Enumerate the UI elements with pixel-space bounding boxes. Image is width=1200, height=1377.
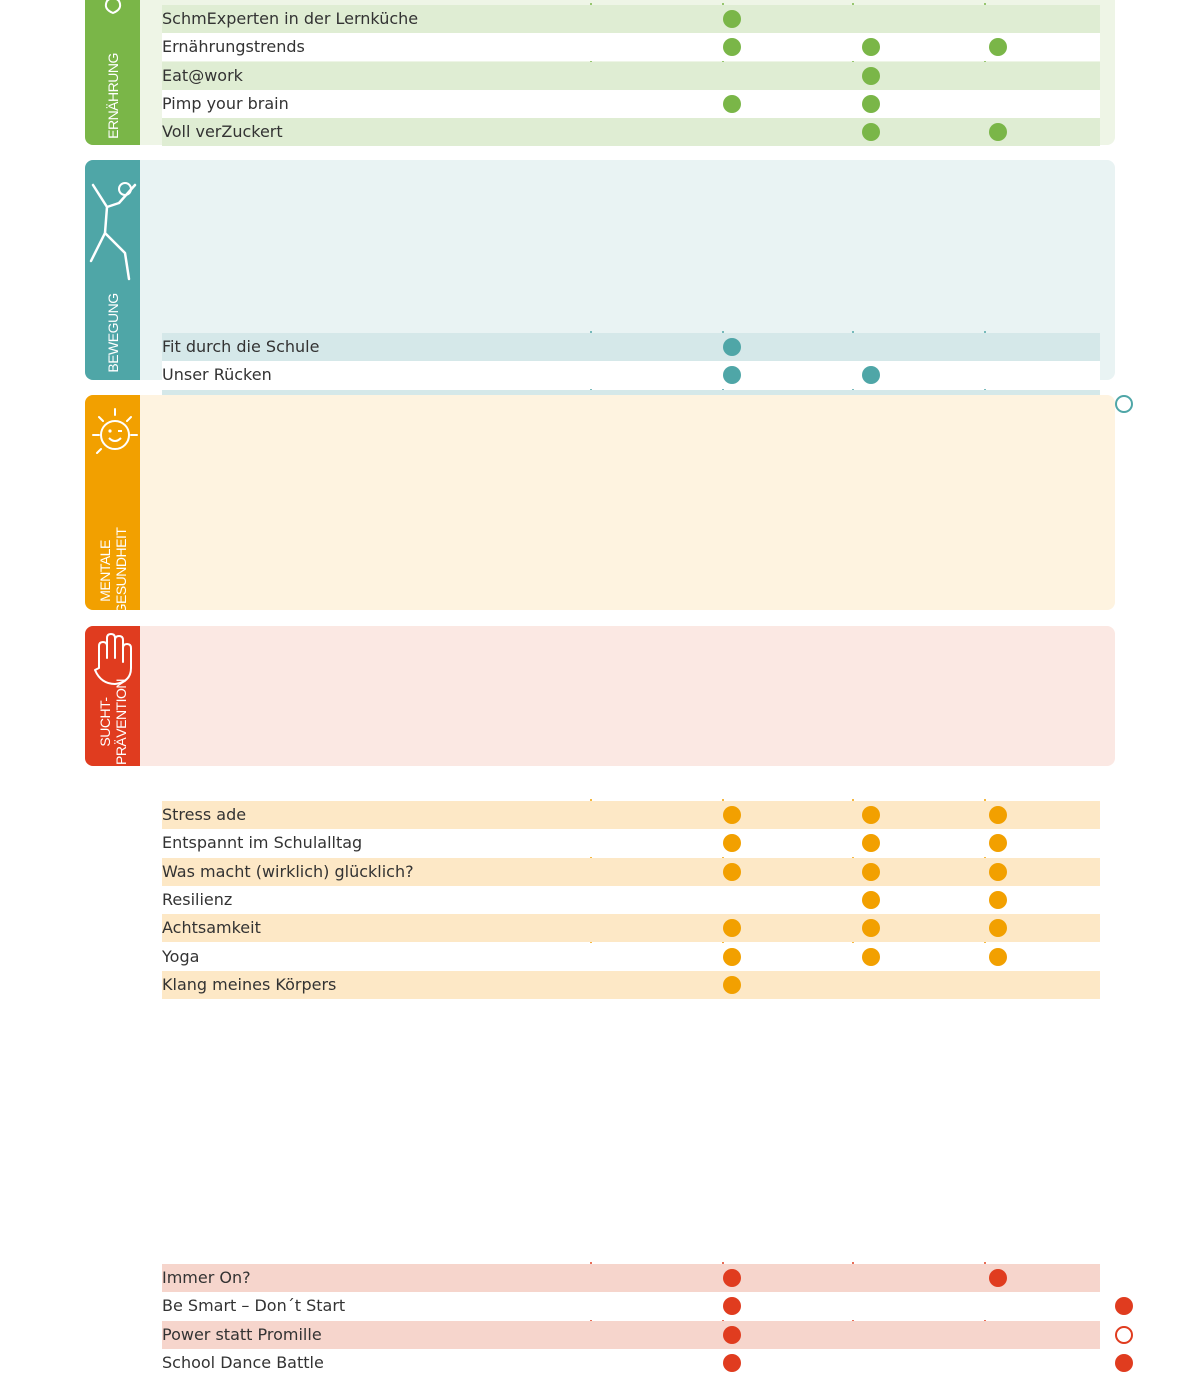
- program-name: Resilienz: [162, 889, 233, 909]
- program-name: Was macht (wirklich) glücklich?: [162, 861, 414, 881]
- program-name: Immer On?: [162, 1268, 251, 1287]
- filled-dot-marker: [723, 834, 741, 853]
- program-row: Power statt Promille: [162, 1320, 1133, 1349]
- program-row: Resilienz: [162, 885, 1100, 914]
- filled-dot-marker: [862, 94, 880, 113]
- filled-dot-marker: [723, 366, 741, 385]
- program-row: SchmExperten in der Lernküche: [162, 5, 1100, 33]
- filled-dot-marker: [723, 1269, 741, 1287]
- filled-dot-marker: [723, 1353, 741, 1372]
- filled-dot-marker: [989, 38, 1007, 57]
- program-name: School Dance Battle: [162, 1352, 324, 1372]
- running-person-icon: [85, 175, 140, 305]
- section-suchtpraevention: SUCHT- PRÄVENTION Immer On? Be Smart – Don´…: [85, 626, 1133, 1377]
- program-row: Fit durch die Schule: [162, 333, 1100, 361]
- food-icon: [85, 0, 140, 125]
- section-title-line: GESUNDHEIT: [113, 527, 129, 610]
- filled-dot-marker: [1115, 1353, 1133, 1372]
- program-row: Achtsamkeit: [162, 914, 1100, 943]
- program-name: Unser Rücken: [162, 365, 272, 385]
- filled-dot-marker: [989, 862, 1007, 881]
- program-row: Unser Rücken: [162, 361, 1100, 390]
- program-row: Pimp your brain: [162, 89, 1100, 118]
- program-row: Eat@work: [162, 61, 1100, 90]
- filled-dot-marker: [862, 947, 880, 966]
- filled-dot-marker: [862, 806, 880, 824]
- stop-hand-icon: [85, 628, 140, 758]
- filled-dot-marker: [989, 919, 1007, 938]
- section-title-line: MENTALE: [97, 540, 113, 602]
- program-row: School Dance Battle: [162, 1348, 1133, 1377]
- section-sidebar: BEWEGUNG: [85, 160, 140, 380]
- filled-dot-marker: [862, 123, 880, 142]
- program-row: Ernährungstrends: [162, 33, 1100, 62]
- section-bewegung: BEWEGUNG Fit durch die Schule Unser Rücken…: [85, 160, 1133, 531]
- program-name: Fit durch die Schule: [162, 337, 320, 356]
- filled-dot-marker: [989, 834, 1007, 853]
- program-name: SchmExperten in der Lernküche: [162, 9, 419, 28]
- outline-dot-marker: [1115, 1325, 1133, 1344]
- section-title-line: SUCHT-: [97, 697, 113, 747]
- filled-dot-marker: [862, 366, 880, 385]
- section-title: SUCHT- PRÄVENTION: [97, 652, 129, 766]
- program-row: Klang meines Körpers: [162, 970, 1100, 999]
- filled-dot-marker: [989, 1269, 1007, 1287]
- filled-dot-marker: [723, 806, 741, 824]
- section-sidebar: MENTALE GESUNDHEIT: [85, 395, 140, 610]
- program-name: Stress ade: [162, 805, 247, 824]
- program-name: Eat@work: [162, 65, 243, 85]
- filled-dot-marker: [989, 890, 1007, 909]
- section-title: BEWEGUNG: [105, 263, 121, 380]
- filled-dot-marker: [723, 94, 741, 113]
- program-name: Achtsamkeit: [162, 918, 261, 938]
- outline-dot-marker: [1115, 394, 1133, 413]
- filled-dot-marker: [723, 975, 741, 994]
- program-name: Power statt Promille: [162, 1324, 322, 1344]
- section-title-line: ERNÄHRUNG: [105, 53, 121, 139]
- program-row: Yoga: [162, 942, 1100, 971]
- section-mentale-gesundheit: MENTALE GESUNDHEIT Stress ade Entspannt im …: [85, 395, 1115, 999]
- filled-dot-marker: [862, 862, 880, 881]
- filled-dot-marker: [862, 890, 880, 909]
- program-name: Pimp your brain: [162, 93, 289, 113]
- program-name: Klang meines Körpers: [162, 974, 337, 994]
- filled-dot-marker: [723, 862, 741, 881]
- section-title: ERNÄHRUNG: [105, 26, 121, 145]
- filled-dot-marker: [989, 123, 1007, 142]
- filled-dot-marker: [862, 38, 880, 57]
- program-row: Stress ade: [162, 801, 1100, 829]
- program-name: Voll verZuckert: [162, 122, 283, 142]
- section-title-line: BEWEGUNG: [105, 293, 121, 373]
- program-name: Be Smart – Don´t Start: [162, 1296, 346, 1316]
- smiling-sun-icon: [85, 395, 140, 525]
- section-title-line: PRÄVENTION: [113, 679, 129, 766]
- program-name: Entspannt im Schulalltag: [162, 833, 363, 853]
- filled-dot-marker: [723, 919, 741, 938]
- filled-dot-marker: [723, 1325, 741, 1344]
- section-ernaehrung: ERNÄHRUNG SchmExperten in der Lernküche Er…: [85, 0, 1115, 147]
- filled-dot-marker: [989, 806, 1007, 824]
- filled-dot-marker: [723, 10, 741, 28]
- filled-dot-marker: [723, 1297, 741, 1316]
- filled-dot-marker: [723, 38, 741, 57]
- filled-dot-marker: [723, 338, 741, 356]
- program-row: Be Smart – Don´t Start: [162, 1292, 1133, 1321]
- filled-dot-marker: [989, 947, 1007, 966]
- filled-dot-marker: [1115, 1297, 1133, 1316]
- program-row: Was macht (wirklich) glücklich?: [162, 857, 1100, 886]
- filled-dot-marker: [862, 919, 880, 938]
- section-sidebar: ERNÄHRUNG: [85, 0, 140, 145]
- filled-dot-marker: [862, 66, 880, 85]
- section-title: MENTALE GESUNDHEIT: [97, 501, 129, 610]
- program-name: Yoga: [162, 946, 200, 966]
- section-sidebar: SUCHT- PRÄVENTION: [85, 626, 140, 766]
- filled-dot-marker: [862, 834, 880, 853]
- program-row: Immer On?: [162, 1264, 1100, 1292]
- filled-dot-marker: [723, 947, 741, 966]
- program-name: Ernährungstrends: [162, 37, 305, 57]
- program-row: Voll verZuckert: [162, 118, 1100, 147]
- program-row: Entspannt im Schulalltag: [162, 829, 1100, 858]
